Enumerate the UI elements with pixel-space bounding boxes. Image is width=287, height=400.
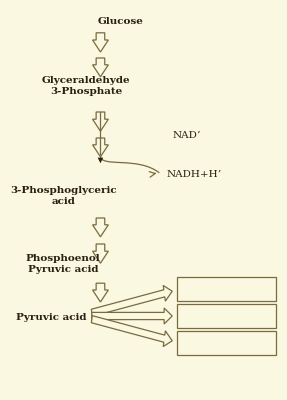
FancyArrow shape — [91, 316, 172, 346]
Text: NADH+Hʼ: NADH+Hʼ — [166, 170, 221, 178]
FancyArrow shape — [92, 33, 108, 52]
Text: NADʼ: NADʼ — [172, 132, 200, 140]
Bar — [177, 277, 276, 301]
Bar — [177, 304, 276, 328]
Text: Phosphoenol
Pyruvic acid: Phosphoenol Pyruvic acid — [26, 254, 100, 274]
FancyArrow shape — [91, 286, 172, 316]
Bar — [177, 331, 276, 355]
FancyArrow shape — [92, 138, 108, 157]
Text: 3-Phosphoglyceric
acid: 3-Phosphoglyceric acid — [10, 186, 117, 206]
FancyArrow shape — [92, 218, 108, 237]
FancyArrow shape — [92, 308, 172, 324]
FancyArrow shape — [92, 58, 108, 77]
FancyArrow shape — [92, 244, 108, 263]
Text: Glyceraldehyde
3-Phosphate: Glyceraldehyde 3-Phosphate — [42, 76, 130, 96]
FancyArrow shape — [92, 112, 108, 131]
FancyArrow shape — [92, 283, 108, 302]
Text: Glucose: Glucose — [98, 18, 144, 26]
Text: Pyruvic acid: Pyruvic acid — [16, 314, 87, 322]
